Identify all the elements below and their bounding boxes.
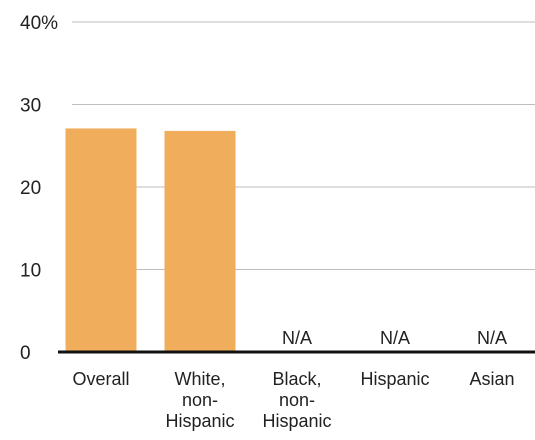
category-label: Black, <box>272 369 321 389</box>
category-label: Asian <box>469 369 514 389</box>
category-label: Hispanic <box>165 411 234 431</box>
category-label: Hispanic <box>360 369 429 389</box>
category-label: non- <box>279 390 315 410</box>
y-tick-label: 0 <box>20 343 31 364</box>
y-tick-label: 10 <box>20 261 41 282</box>
y-tick-label: 30 <box>20 96 41 117</box>
na-label: N/A <box>477 328 507 348</box>
bar <box>65 128 137 352</box>
y-tick-labels: 0 10 20 30 40% <box>20 13 58 364</box>
category-label: Overall <box>72 369 129 389</box>
na-label: N/A <box>380 328 410 348</box>
category-label: Hispanic <box>262 411 331 431</box>
na-label: N/A <box>282 328 312 348</box>
y-tick-label: 20 <box>20 178 41 199</box>
category-labels: Overall White,non-HispanicBlack,non-Hispa… <box>72 369 514 431</box>
bars <box>65 128 236 352</box>
missing-value-labels: N/A N/A N/A <box>282 328 507 348</box>
bar <box>164 130 236 352</box>
y-tick-label: 40% <box>20 13 58 34</box>
category-label: non- <box>182 390 218 410</box>
category-label: White, <box>174 369 225 389</box>
gridlines <box>72 21 535 270</box>
